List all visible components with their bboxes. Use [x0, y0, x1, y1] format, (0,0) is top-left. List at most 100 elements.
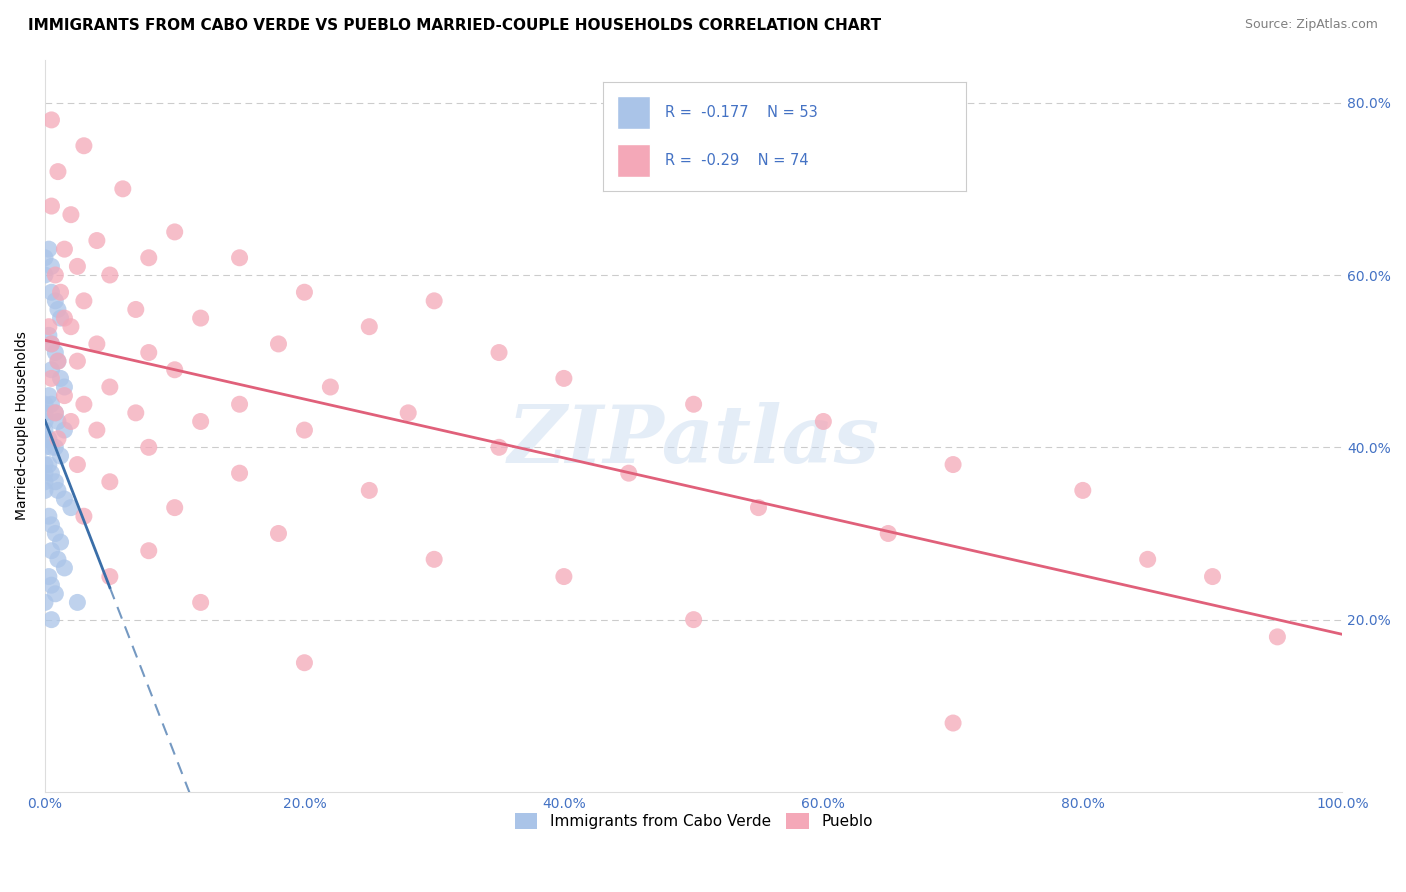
Point [34, 406, 56, 420]
Point [66, 260, 89, 274]
Point [59, 415, 82, 429]
Point [41, 440, 63, 454]
Point [423, 293, 446, 308]
Point [138, 440, 160, 454]
Point [73, 397, 96, 411]
Point [44, 406, 66, 420]
Point [682, 613, 704, 627]
Point [44, 475, 66, 489]
Point [34, 458, 56, 472]
Point [98, 268, 121, 282]
Point [747, 500, 769, 515]
Point [190, 311, 212, 326]
Point [73, 293, 96, 308]
Point [41, 466, 63, 480]
Point [553, 569, 575, 583]
Point [53, 242, 76, 256]
Point [41, 285, 63, 300]
Point [294, 423, 316, 437]
Point [44, 587, 66, 601]
Point [46, 483, 69, 498]
Point [877, 526, 900, 541]
Point [86, 337, 108, 351]
Point [488, 345, 510, 359]
Point [41, 371, 63, 385]
Point [34, 475, 56, 489]
Point [46, 432, 69, 446]
Point [38, 509, 60, 524]
Point [319, 380, 342, 394]
Point [34, 397, 56, 411]
Point [267, 526, 290, 541]
Point [53, 423, 76, 437]
Legend: Immigrants from Cabo Verde, Pueblo: Immigrants from Cabo Verde, Pueblo [509, 807, 879, 836]
Point [44, 440, 66, 454]
Point [53, 311, 76, 326]
Point [59, 500, 82, 515]
Point [53, 380, 76, 394]
Point [294, 285, 316, 300]
Point [34, 251, 56, 265]
Point [682, 397, 704, 411]
Point [359, 319, 381, 334]
Point [190, 595, 212, 609]
Point [53, 561, 76, 575]
Point [163, 500, 186, 515]
Point [125, 406, 148, 420]
Point [41, 397, 63, 411]
Point [49, 535, 72, 549]
Point [53, 389, 76, 403]
Point [813, 415, 835, 429]
Point [228, 466, 250, 480]
Point [1267, 630, 1289, 644]
Point [41, 337, 63, 351]
Point [44, 526, 66, 541]
Point [41, 199, 63, 213]
Point [34, 595, 56, 609]
Point [138, 543, 160, 558]
Point [38, 432, 60, 446]
Point [138, 251, 160, 265]
Point [41, 337, 63, 351]
Point [66, 354, 89, 368]
Point [38, 569, 60, 583]
Point [46, 415, 69, 429]
Point [38, 242, 60, 256]
Point [44, 406, 66, 420]
Point [44, 293, 66, 308]
Point [49, 371, 72, 385]
Point [228, 251, 250, 265]
Point [44, 345, 66, 359]
Point [294, 656, 316, 670]
Point [190, 415, 212, 429]
Point [73, 138, 96, 153]
Point [49, 449, 72, 463]
Point [34, 483, 56, 498]
Point [163, 363, 186, 377]
Point [359, 483, 381, 498]
Point [98, 380, 121, 394]
Point [66, 595, 89, 609]
Point [1071, 483, 1094, 498]
Point [53, 491, 76, 506]
Point [38, 328, 60, 343]
Text: Source: ZipAtlas.com: Source: ZipAtlas.com [1244, 18, 1378, 31]
Text: IMMIGRANTS FROM CABO VERDE VS PUEBLO MARRIED-COUPLE HOUSEHOLDS CORRELATION CHART: IMMIGRANTS FROM CABO VERDE VS PUEBLO MAR… [28, 18, 882, 33]
Point [59, 319, 82, 334]
Point [66, 458, 89, 472]
Point [41, 613, 63, 627]
Point [41, 260, 63, 274]
Point [86, 234, 108, 248]
Point [73, 509, 96, 524]
Point [1136, 552, 1159, 566]
Point [488, 440, 510, 454]
Point [41, 578, 63, 592]
Point [942, 716, 965, 731]
Point [98, 569, 121, 583]
Point [98, 475, 121, 489]
Y-axis label: Married-couple Households: Married-couple Households [15, 331, 30, 520]
Point [138, 345, 160, 359]
Point [1201, 569, 1223, 583]
Point [41, 363, 63, 377]
Point [267, 337, 290, 351]
